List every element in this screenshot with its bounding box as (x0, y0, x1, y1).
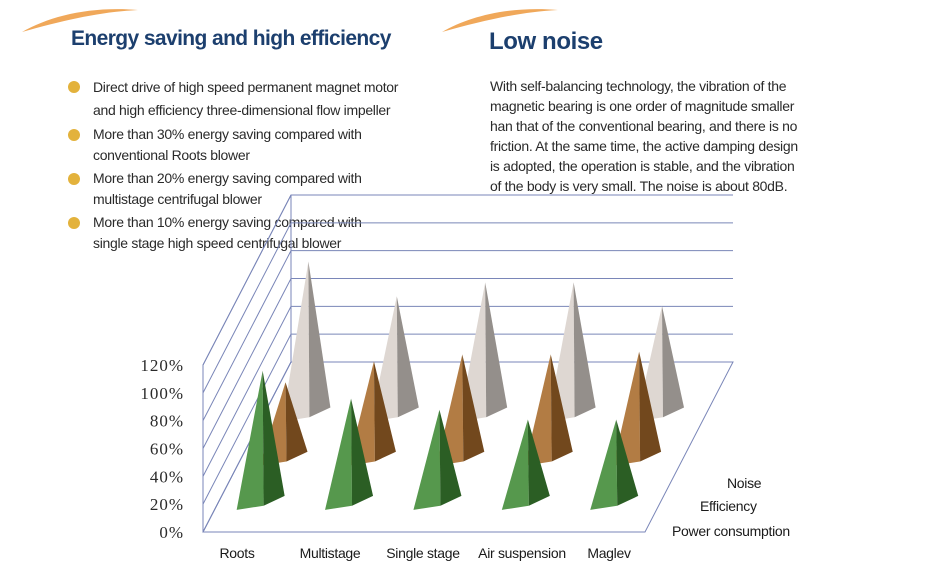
y-tick-label: 120% (140, 356, 184, 375)
bullet-line: Direct drive of high speed permanent mag… (93, 79, 399, 95)
depth-axis-series-labels: Power consumption Efficiency Noise (672, 475, 790, 539)
gridline (202, 333, 733, 505)
bullet-item: More than 20% energy saving compared wit… (68, 168, 448, 210)
pyramid-bar (282, 261, 331, 422)
energy-saving-heading: Energy saving and high efficiency (71, 27, 391, 50)
pyramid-face-left (325, 398, 353, 510)
pyramid-face-right (285, 382, 308, 462)
pyramid-face-right (373, 361, 396, 462)
x-axis-category-labels: Roots Multistage Single stage Air suspensio… (219, 545, 631, 561)
bullet-line: More than 20% energy saving compared wit… (93, 170, 362, 186)
category-label: Air suspension (478, 545, 566, 561)
paragraph-line: han that of the conventional bearing, an… (490, 118, 798, 134)
category-label: Maglev (587, 545, 631, 561)
y-tick-label: 60% (150, 440, 184, 459)
pyramid-face-right (439, 409, 462, 506)
bullet-item: More than 10% energy saving compared wit… (68, 212, 448, 254)
y-tick-label: 0% (159, 523, 184, 542)
pyramid-face-right (396, 296, 419, 418)
low-noise-heading: Low noise (489, 28, 603, 55)
orange-swoosh-left (22, 9, 138, 32)
pyramid-face-right (527, 419, 550, 506)
bullet-dot-icon (68, 217, 80, 229)
pyramid-face-right (616, 419, 639, 506)
pyramid-face-right (351, 398, 374, 506)
chart-gridlines (202, 194, 733, 533)
gridline (202, 278, 733, 449)
pyramid-face-left (590, 419, 618, 510)
bullet-dot-icon (68, 173, 80, 185)
y-axis-tick-labels: 0% 20% 40% 60% 80% 100% 120% (140, 356, 184, 542)
gridline (202, 250, 733, 421)
series-label: Power consumption (672, 523, 790, 539)
gridline (202, 222, 733, 394)
bullet-dot-icon (68, 81, 80, 93)
low-noise-paragraph: With self-balancing technology, the vibr… (490, 76, 835, 196)
paragraph-line: With self-balancing technology, the vibr… (490, 78, 787, 94)
bullet-line: multistage centrifugal blower (93, 191, 262, 207)
series-label: Noise (727, 475, 762, 491)
bullet-item: More than 30% energy saving compared wit… (68, 124, 448, 166)
pyramid-face-right (485, 282, 508, 418)
pyramid-face-right (462, 354, 485, 462)
y-tick-label: 100% (140, 384, 184, 403)
pyramid-face-left (413, 409, 441, 510)
paragraph-line: is adopted, the operation is stable, and… (490, 158, 795, 174)
bullet-line: More than 10% energy saving compared wit… (93, 214, 362, 230)
bullet-line: single stage high speed centrifugal blow… (93, 235, 342, 251)
pyramid-bar (501, 419, 550, 510)
y-tick-label: 40% (150, 467, 184, 486)
bullet-line: and high efficiency three-dimensional fl… (93, 102, 391, 118)
pyramid-face-right (573, 282, 596, 418)
y-tick-label: 80% (150, 412, 184, 431)
category-label: Multistage (300, 545, 361, 561)
pyramid-bar (325, 398, 374, 510)
pyramid-face-left (282, 261, 310, 422)
category-label: Roots (219, 545, 254, 561)
pyramid-bar (236, 370, 285, 510)
paragraph-line: friction. At the same time, the active d… (490, 138, 798, 154)
pyramid-face-right (308, 261, 331, 418)
energy-saving-bullet-list: Direct drive of high speed permanent mag… (68, 76, 448, 256)
pyramid-face-right (662, 305, 684, 418)
bullet-line: More than 30% energy saving compared wit… (93, 126, 362, 142)
series-label: Efficiency (700, 498, 757, 514)
gridline (202, 194, 733, 366)
orange-swoosh-right (442, 9, 558, 32)
bullet-item: Direct drive of high speed permanent mag… (68, 76, 448, 122)
pyramid-bar (413, 409, 462, 510)
pyramid-face-left (236, 370, 264, 510)
pyramid-face-left (501, 419, 529, 510)
gridline (202, 305, 733, 477)
pyramid-face-right (550, 354, 573, 462)
pyramid-face-right (262, 370, 285, 506)
pyramid-bar (590, 419, 639, 510)
paragraph-line: of the body is very small. The noise is … (490, 178, 788, 194)
paragraph-line: magnetic bearing is one order of magnitu… (490, 98, 795, 114)
category-label: Single stage (386, 545, 460, 561)
bullet-dot-icon (68, 129, 80, 141)
bullet-line: conventional Roots blower (93, 147, 250, 163)
pyramid-face-right (639, 351, 662, 462)
y-tick-label: 20% (150, 495, 184, 514)
chart-pyramids (236, 261, 684, 510)
